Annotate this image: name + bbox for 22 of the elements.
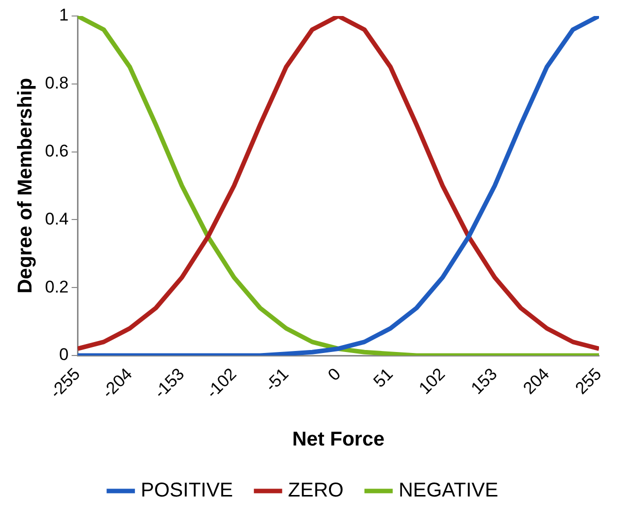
legend-label: ZERO [288, 480, 344, 502]
x-tick-label: -204 [98, 364, 136, 402]
x-tick-label: 153 [467, 364, 501, 398]
x-tick-label: 204 [520, 364, 554, 398]
y-tick-label: 0 [59, 345, 69, 364]
x-tick-label: -153 [150, 364, 188, 402]
y-tick-label: 0.6 [44, 141, 69, 160]
x-tick-label: -255 [46, 364, 84, 402]
x-tick-label: -102 [202, 364, 240, 402]
x-tick-label: 51 [370, 364, 397, 392]
y-tick-label: 0.2 [44, 277, 69, 296]
y-tick-label: 1 [59, 6, 69, 25]
x-tick-label: 0 [324, 364, 344, 385]
x-tick-label: 255 [572, 364, 606, 398]
y-tick-label: 0.8 [44, 74, 69, 93]
legend-label: NEGATIVE [398, 480, 498, 502]
legend-label: POSITIVE [140, 480, 234, 502]
y-tick-label: 0.4 [44, 209, 69, 228]
x-tick-label: 102 [415, 364, 449, 398]
y-axis-title: Degree of Membership [14, 78, 37, 294]
x-axis-title: Net Force [292, 428, 384, 451]
x-tick-label: -51 [262, 364, 292, 396]
